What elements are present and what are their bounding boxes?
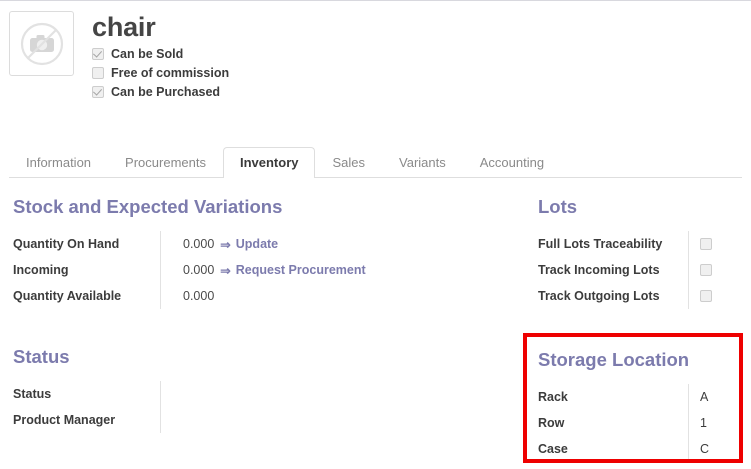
header-main: chair Can be Sold Free of commission Can… [92, 11, 229, 102]
case-value: C [700, 442, 710, 456]
rack-cell[interactable]: A [688, 384, 708, 410]
quantity-on-hand-label: Quantity On Hand [13, 237, 120, 251]
tab-accounting[interactable]: Accounting [479, 155, 545, 170]
rack-value: A [700, 390, 709, 404]
lots-group-title: Lots [538, 196, 578, 217]
lots-fields: Full Lots Traceability Track Incoming Lo… [538, 231, 738, 309]
arrow-right-icon: ⇒ [220, 237, 231, 252]
field-quantity-on-hand: Quantity On Hand 0.000 ⇒ Update [13, 231, 503, 257]
tab-procurements[interactable]: Procurements [125, 155, 206, 170]
quantity-on-hand-cell: 0.000 ⇒ Update [160, 231, 278, 257]
can-be-sold-label: Can be Sold [111, 47, 184, 61]
rack-label: Rack [538, 390, 568, 404]
product-manager-label: Product Manager [13, 413, 116, 427]
group-storage-location: Storage Location Rack A Row 1 Case C [538, 349, 738, 462]
field-track-outgoing-lots: Track Outgoing Lots [538, 283, 738, 309]
status-label: Status [13, 387, 52, 401]
tab-information[interactable]: Information [26, 155, 92, 170]
checkbox-row-can-be-purchased[interactable]: Can be Purchased [92, 83, 229, 101]
free-of-commission-checkbox[interactable] [92, 67, 104, 79]
incoming-value: 0.000 [183, 263, 215, 277]
case-cell[interactable]: C [688, 436, 709, 462]
storage-location-group-title: Storage Location [538, 349, 690, 370]
field-track-incoming-lots: Track Incoming Lots [538, 257, 738, 283]
row-cell[interactable]: 1 [688, 410, 707, 436]
stock-fields: Quantity On Hand 0.000 ⇒ Update Incoming… [13, 231, 503, 309]
field-status: Status [13, 381, 503, 407]
page-title: chair [92, 12, 156, 42]
storage-location-fields: Rack A Row 1 Case C [538, 384, 738, 462]
field-incoming: Incoming 0.000 ⇒ Request Procurement [13, 257, 503, 283]
status-fields: Status Product Manager [13, 381, 503, 433]
status-group-title: Status [13, 346, 70, 367]
can-be-purchased-checkbox[interactable] [92, 86, 104, 98]
case-label: Case [538, 442, 568, 456]
request-procurement-link[interactable]: Request Procurement [235, 263, 366, 277]
full-lots-traceability-cell [688, 231, 712, 257]
full-lots-traceability-checkbox[interactable] [700, 238, 712, 250]
product-manager-cell[interactable] [160, 407, 183, 433]
full-lots-traceability-label: Full Lots Traceability [538, 237, 663, 251]
row-label: Row [538, 416, 565, 430]
can-be-sold-checkbox[interactable] [92, 48, 104, 60]
product-image-placeholder[interactable] [9, 11, 74, 76]
right-column: Lots Full Lots Traceability Track Incomi… [538, 196, 738, 462]
track-incoming-lots-checkbox[interactable] [700, 264, 712, 276]
tab-inventory[interactable]: Inventory [222, 147, 316, 178]
stock-group-title: Stock and Expected Variations [13, 196, 283, 217]
row-value: 1 [700, 416, 707, 430]
update-link[interactable]: Update [235, 237, 279, 251]
track-incoming-lots-cell [688, 257, 712, 283]
field-full-lots-traceability: Full Lots Traceability [538, 231, 738, 257]
no-image-camera-icon [17, 19, 67, 69]
field-row: Row 1 [538, 410, 738, 436]
top-divider [0, 0, 751, 1]
quantity-available-cell: 0.000 [160, 283, 214, 309]
group-lots: Lots Full Lots Traceability Track Incomi… [538, 196, 738, 309]
quantity-available-label: Quantity Available [13, 289, 122, 303]
quantity-available-value: 0.000 [183, 289, 215, 303]
track-outgoing-lots-checkbox[interactable] [700, 290, 712, 302]
checkbox-row-free-of-commission[interactable]: Free of commission [92, 64, 229, 82]
record-header: chair Can be Sold Free of commission Can… [9, 11, 739, 102]
track-outgoing-lots-label: Track Outgoing Lots [538, 289, 660, 303]
incoming-cell: 0.000 ⇒ Request Procurement [160, 257, 366, 283]
tab-bar: Information Procurements Inventory Sales… [9, 147, 742, 178]
can-be-purchased-label: Can be Purchased [111, 85, 221, 99]
left-column: Stock and Expected Variations Quantity O… [13, 196, 503, 453]
field-quantity-available: Quantity Available 0.000 [13, 283, 503, 309]
field-product-manager: Product Manager [13, 407, 503, 433]
tab-variants[interactable]: Variants [399, 155, 446, 170]
group-stock-and-expected-variations: Stock and Expected Variations Quantity O… [13, 196, 503, 309]
group-status: Status Status Product Manager [13, 346, 503, 433]
arrow-right-icon: ⇒ [220, 263, 231, 278]
quantity-on-hand-value: 0.000 [183, 237, 215, 251]
free-of-commission-label: Free of commission [111, 66, 230, 80]
status-cell[interactable] [160, 381, 183, 407]
field-rack: Rack A [538, 384, 738, 410]
checkbox-row-can-be-sold[interactable]: Can be Sold [92, 45, 229, 63]
tab-sales[interactable]: Sales [332, 155, 366, 170]
incoming-label: Incoming [13, 263, 69, 277]
track-outgoing-lots-cell [688, 283, 712, 309]
track-incoming-lots-label: Track Incoming Lots [538, 263, 660, 277]
field-case: Case C [538, 436, 738, 462]
